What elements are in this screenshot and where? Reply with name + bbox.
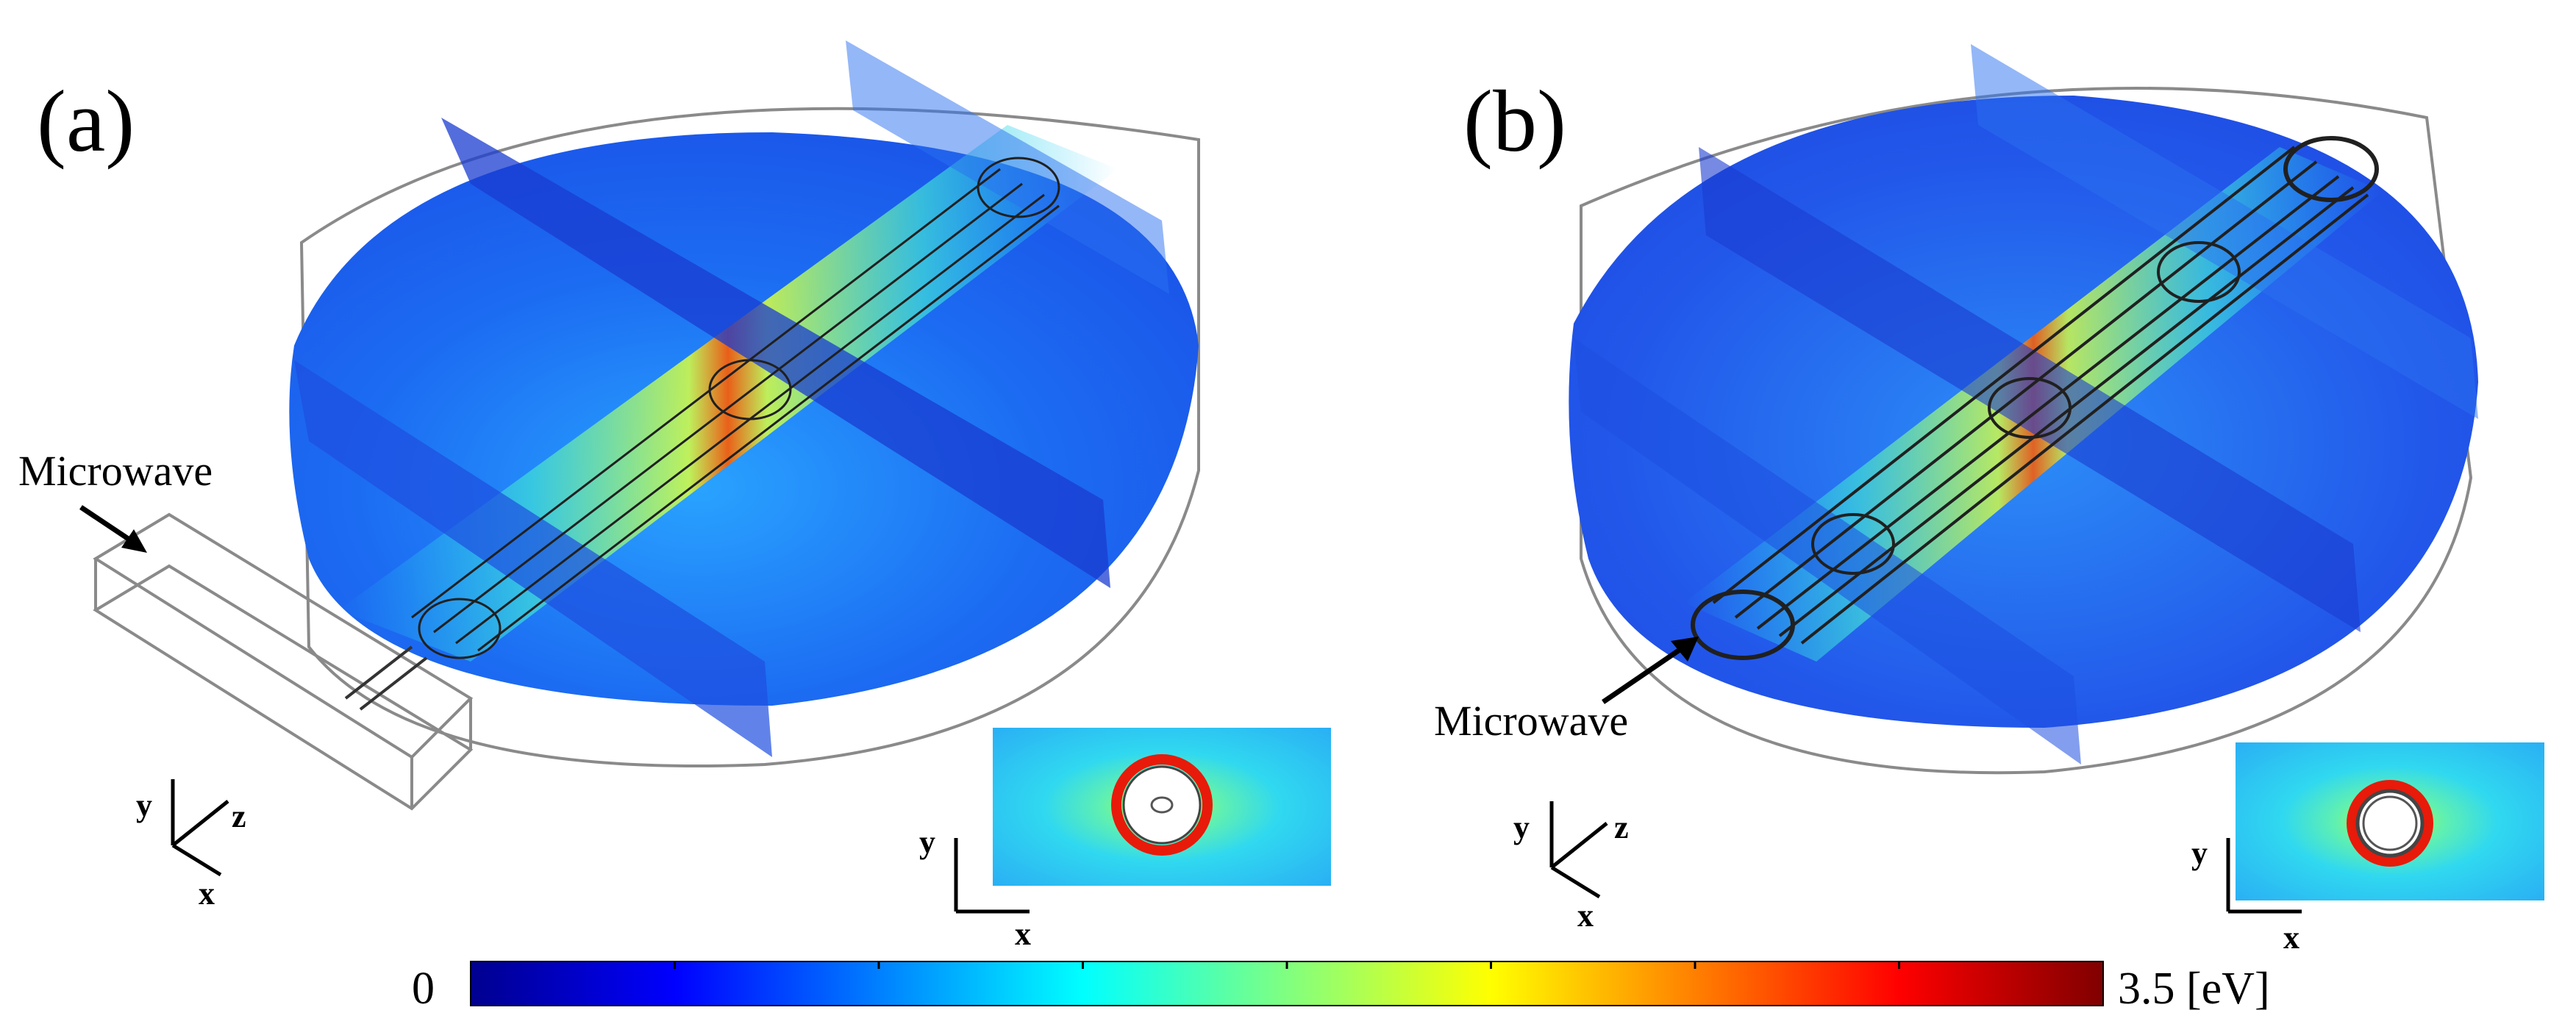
slice-b-1 <box>1699 147 2361 632</box>
callout-b-arrowhead <box>1671 637 1699 662</box>
axis-a-x: x <box>199 875 215 912</box>
axis-a-y: y <box>136 787 152 823</box>
inset-a-axis-y: y <box>919 824 935 860</box>
axis-b-z: z <box>1614 809 1629 845</box>
colorbar-max-label: 3.5 [eV] <box>2118 964 2270 1014</box>
inset-a-axes <box>954 838 1030 914</box>
panel-b: (b) Microwave y z x <box>1434 44 2544 956</box>
cylinder-a-outline <box>299 107 1200 767</box>
callout-b: Microwave <box>1434 697 1628 745</box>
callout-a: Microwave <box>18 447 213 495</box>
waveguide-a <box>93 512 474 811</box>
slice-b-2 <box>1574 338 2081 764</box>
panel-a-label: (a) <box>37 72 135 170</box>
axes-a <box>171 779 229 877</box>
cylinder-b-outline <box>1580 87 2473 775</box>
inset-b-core <box>2355 789 2425 858</box>
axis-b-x: x <box>1577 898 1594 934</box>
tube-b <box>1691 136 2379 660</box>
slice-b-3 <box>1971 44 2478 419</box>
inset-b-axis-y: y <box>2191 835 2208 871</box>
callout-a-arrow <box>79 505 138 546</box>
axis-a-z: z <box>232 798 246 834</box>
colorbar-min-label: 0 <box>412 964 435 1014</box>
colorbar: 0 3.5 [eV] <box>412 961 2270 1014</box>
inset-a-axis-x: x <box>1015 916 1031 952</box>
axis-b-y: y <box>1513 809 1530 845</box>
inset-a-core <box>1122 765 1202 845</box>
inset-b-ring <box>2347 780 2433 867</box>
panel-b-label: (b) <box>1463 72 1566 170</box>
axes-b <box>1549 801 1608 899</box>
callout-a-arrowhead <box>121 529 147 553</box>
callout-b-arrow <box>1602 645 1685 704</box>
slice-a-1 <box>441 118 1110 588</box>
slice-a-2 <box>294 360 772 757</box>
panel-a: (a) Microwave <box>18 40 1331 952</box>
inset-b-axes <box>2226 838 2302 914</box>
inset-b-axis-x: x <box>2283 920 2300 956</box>
slice-a-3 <box>846 40 1169 294</box>
inset-a-ring <box>1111 754 1213 856</box>
tube-a <box>411 157 1060 659</box>
colorbar-ticks <box>674 961 1900 969</box>
